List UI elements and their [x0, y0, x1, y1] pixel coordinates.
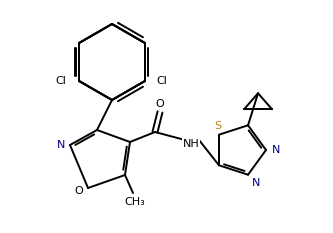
Text: NH: NH	[182, 139, 199, 149]
Text: N: N	[57, 140, 65, 150]
Text: Cl: Cl	[157, 76, 167, 86]
Text: N: N	[272, 145, 280, 155]
Text: O: O	[75, 186, 83, 196]
Text: CH₃: CH₃	[125, 197, 146, 207]
Text: N: N	[252, 178, 260, 188]
Text: Cl: Cl	[56, 76, 67, 86]
Text: S: S	[214, 121, 221, 131]
Text: O: O	[156, 99, 165, 109]
